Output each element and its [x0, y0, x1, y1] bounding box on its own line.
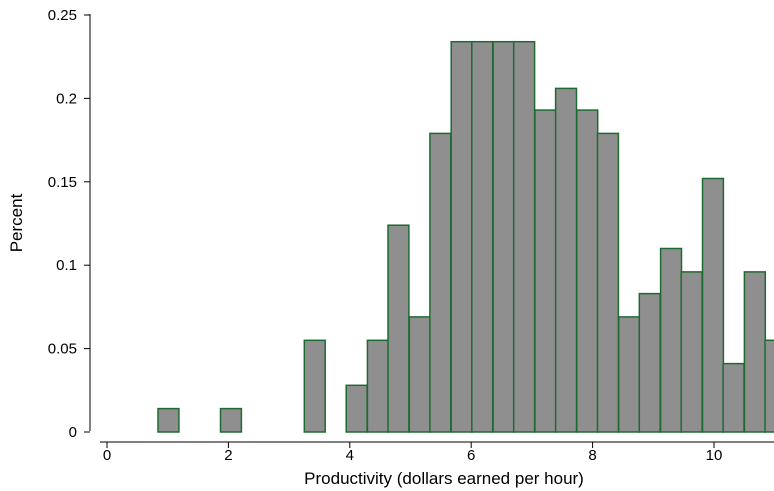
histogram-bar-8 — [450, 40, 473, 433]
histogram-bar-9 — [471, 40, 494, 433]
histogram-bar-5 — [387, 224, 410, 433]
x-tick-label: 2 — [224, 447, 232, 464]
bars-group — [157, 40, 774, 433]
histogram-bar-4 — [366, 339, 390, 433]
histogram-bar-20 — [701, 177, 725, 433]
y-tick-label: 0.05 — [48, 341, 77, 358]
histogram-bar-6 — [408, 316, 431, 433]
x-tick-label: 6 — [467, 447, 475, 464]
histogram-bar-0 — [157, 407, 180, 433]
y-axis-title: Percent — [7, 193, 26, 252]
histogram-bar-23 — [764, 339, 774, 433]
histogram-bar-21 — [722, 362, 745, 433]
histogram-bar-18 — [659, 247, 683, 433]
x-axis-title: Productivity (dollars earned per hour) — [304, 469, 584, 488]
histogram-bar-12 — [534, 109, 557, 433]
histogram-bar-10 — [492, 40, 515, 433]
x-axis-ticks: 0 2 4 6 8 10 — [103, 442, 723, 464]
x-tick-label: 4 — [346, 447, 354, 464]
y-tick-label: 0 — [69, 424, 77, 441]
histogram-bar-16 — [617, 316, 641, 433]
histogram-bar-7 — [429, 132, 452, 433]
histogram-bar-3 — [345, 384, 368, 433]
y-tick-label: 0.15 — [48, 174, 77, 191]
x-tick-label: 0 — [103, 447, 111, 464]
histogram-bar-19 — [680, 271, 703, 433]
histogram-bar-11 — [512, 40, 536, 433]
histogram-bar-2 — [303, 339, 326, 433]
y-tick-label: 0.25 — [48, 7, 77, 24]
histogram-bar-17 — [638, 292, 661, 433]
histogram-bar-15 — [596, 132, 620, 433]
x-tick-label: 10 — [706, 447, 723, 464]
y-axis-ticks: 0 0.05 0.1 0.15 0.2 0.25 — [48, 7, 90, 441]
histogram-bar-14 — [576, 109, 599, 433]
x-tick-label: 8 — [588, 447, 596, 464]
y-tick-label: 0.1 — [56, 257, 77, 274]
histogram-bar-13 — [554, 87, 578, 433]
histogram-bar-22 — [743, 271, 767, 433]
y-tick-label: 0.2 — [56, 90, 77, 107]
histogram-bar-1 — [219, 407, 243, 433]
